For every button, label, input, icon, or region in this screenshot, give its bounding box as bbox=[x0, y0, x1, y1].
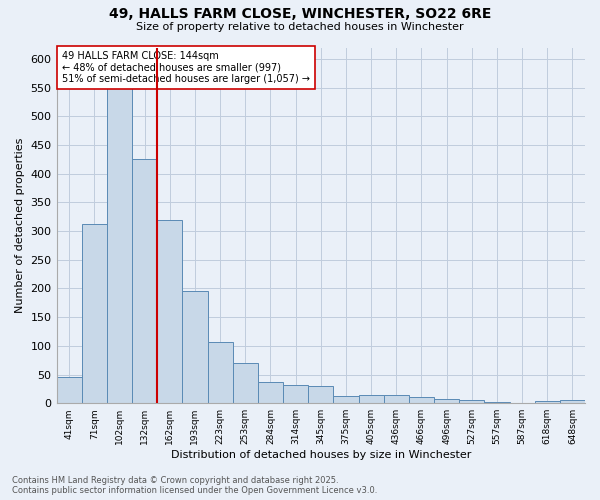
Bar bbox=[535, 402, 560, 403]
Bar bbox=[509, 402, 535, 403]
Bar bbox=[308, 386, 334, 403]
Bar bbox=[560, 400, 585, 403]
Bar bbox=[157, 220, 182, 403]
Bar bbox=[459, 400, 484, 403]
Bar bbox=[132, 160, 157, 403]
Text: 49 HALLS FARM CLOSE: 144sqm
← 48% of detached houses are smaller (997)
51% of se: 49 HALLS FARM CLOSE: 144sqm ← 48% of det… bbox=[62, 51, 310, 84]
Text: Size of property relative to detached houses in Winchester: Size of property relative to detached ho… bbox=[136, 22, 464, 32]
Bar bbox=[56, 377, 82, 403]
Bar bbox=[383, 395, 409, 403]
Bar bbox=[182, 291, 208, 403]
Bar bbox=[258, 382, 283, 403]
Bar bbox=[359, 394, 383, 403]
Text: Contains HM Land Registry data © Crown copyright and database right 2025.
Contai: Contains HM Land Registry data © Crown c… bbox=[12, 476, 377, 495]
Bar bbox=[484, 402, 509, 403]
Y-axis label: Number of detached properties: Number of detached properties bbox=[15, 138, 25, 313]
Bar bbox=[434, 398, 459, 403]
Bar bbox=[334, 396, 359, 403]
Bar bbox=[233, 363, 258, 403]
Text: 49, HALLS FARM CLOSE, WINCHESTER, SO22 6RE: 49, HALLS FARM CLOSE, WINCHESTER, SO22 6… bbox=[109, 8, 491, 22]
Bar bbox=[283, 385, 308, 403]
Bar bbox=[409, 398, 434, 403]
Bar bbox=[82, 224, 107, 403]
Bar bbox=[107, 88, 132, 403]
Bar bbox=[208, 342, 233, 403]
X-axis label: Distribution of detached houses by size in Winchester: Distribution of detached houses by size … bbox=[170, 450, 471, 460]
